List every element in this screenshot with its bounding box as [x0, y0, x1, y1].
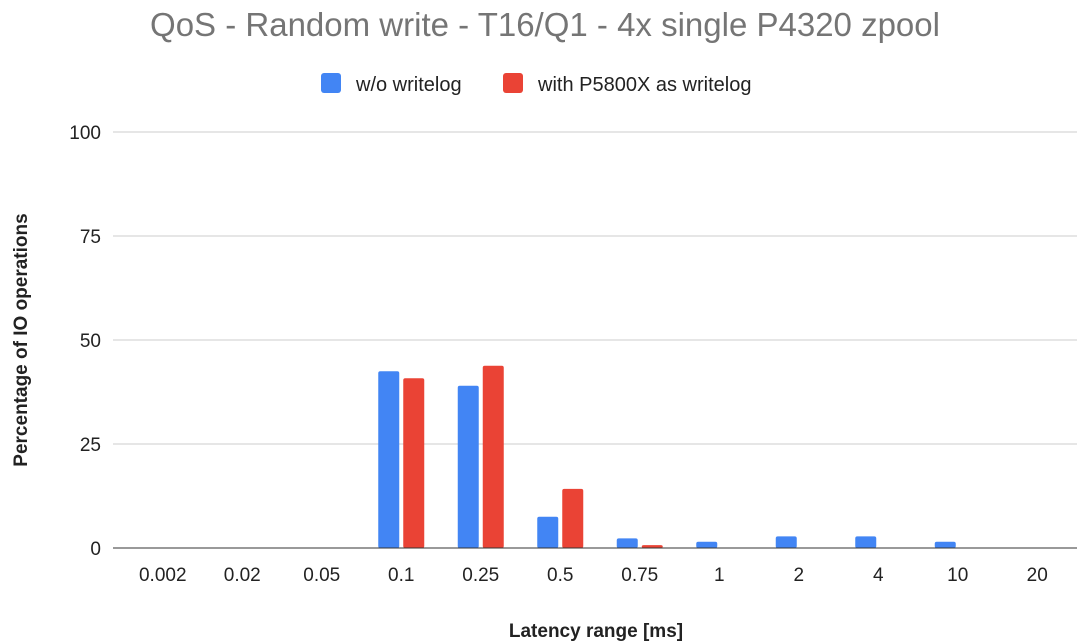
- legend-label-series-1: w/o writelog: [355, 74, 462, 96]
- x-tick-label: 0.002: [139, 565, 187, 586]
- x-tick-label: 0.5: [547, 565, 573, 586]
- y-tick-labels: 0 25 50 75 100: [69, 123, 101, 560]
- x-axis-title: Latency range [ms]: [509, 621, 683, 642]
- bar-series-1: [934, 541, 956, 548]
- legend-swatch-series-2: [503, 73, 523, 93]
- chart-title: QoS - Random write - T16/Q1 - 4x single …: [150, 6, 940, 43]
- bar-series-2: [403, 378, 425, 548]
- x-tick-label: 4: [873, 565, 884, 586]
- y-tick-label: 100: [69, 123, 101, 144]
- x-tick-label: 0.05: [303, 565, 340, 586]
- bar-series-1: [537, 516, 559, 548]
- y-tick-label: 0: [90, 539, 101, 560]
- legend-label-series-2: with P5800X as writelog: [537, 74, 751, 96]
- x-tick-label: 0.25: [462, 565, 499, 586]
- x-tick-labels: 0.002 0.02 0.05 0.1 0.25 0.5 0.75 1 2 4 10 20: [139, 565, 1048, 586]
- gridlines: [113, 131, 1077, 445]
- x-tick-label: 0.1: [388, 565, 414, 586]
- x-tick-label: 10: [947, 565, 968, 586]
- bar-series-1: [378, 371, 400, 548]
- y-axis-title: Percentage of IO operations: [11, 213, 32, 466]
- bar-series-1: [616, 538, 638, 548]
- legend-swatch-series-1: [321, 73, 341, 93]
- bar-series-2: [641, 545, 663, 548]
- x-tick-label: 0.75: [621, 565, 658, 586]
- bars: [378, 365, 956, 548]
- y-tick-label: 25: [80, 435, 101, 456]
- bar-series-2: [562, 488, 584, 548]
- y-tick-label: 50: [80, 331, 101, 352]
- bar-series-1: [696, 541, 718, 548]
- x-tick-label: 2: [793, 565, 804, 586]
- x-tick-label: 0.02: [224, 565, 261, 586]
- bar-series-1: [457, 385, 479, 548]
- bar-series-1: [775, 536, 797, 548]
- legend: w/o writelog with P5800X as writelog: [321, 73, 751, 96]
- x-tick-label: 20: [1027, 565, 1048, 586]
- bar-series-2: [482, 365, 504, 548]
- y-tick-label: 75: [80, 227, 101, 248]
- bar-series-1: [855, 536, 877, 548]
- x-tick-label: 1: [714, 565, 725, 586]
